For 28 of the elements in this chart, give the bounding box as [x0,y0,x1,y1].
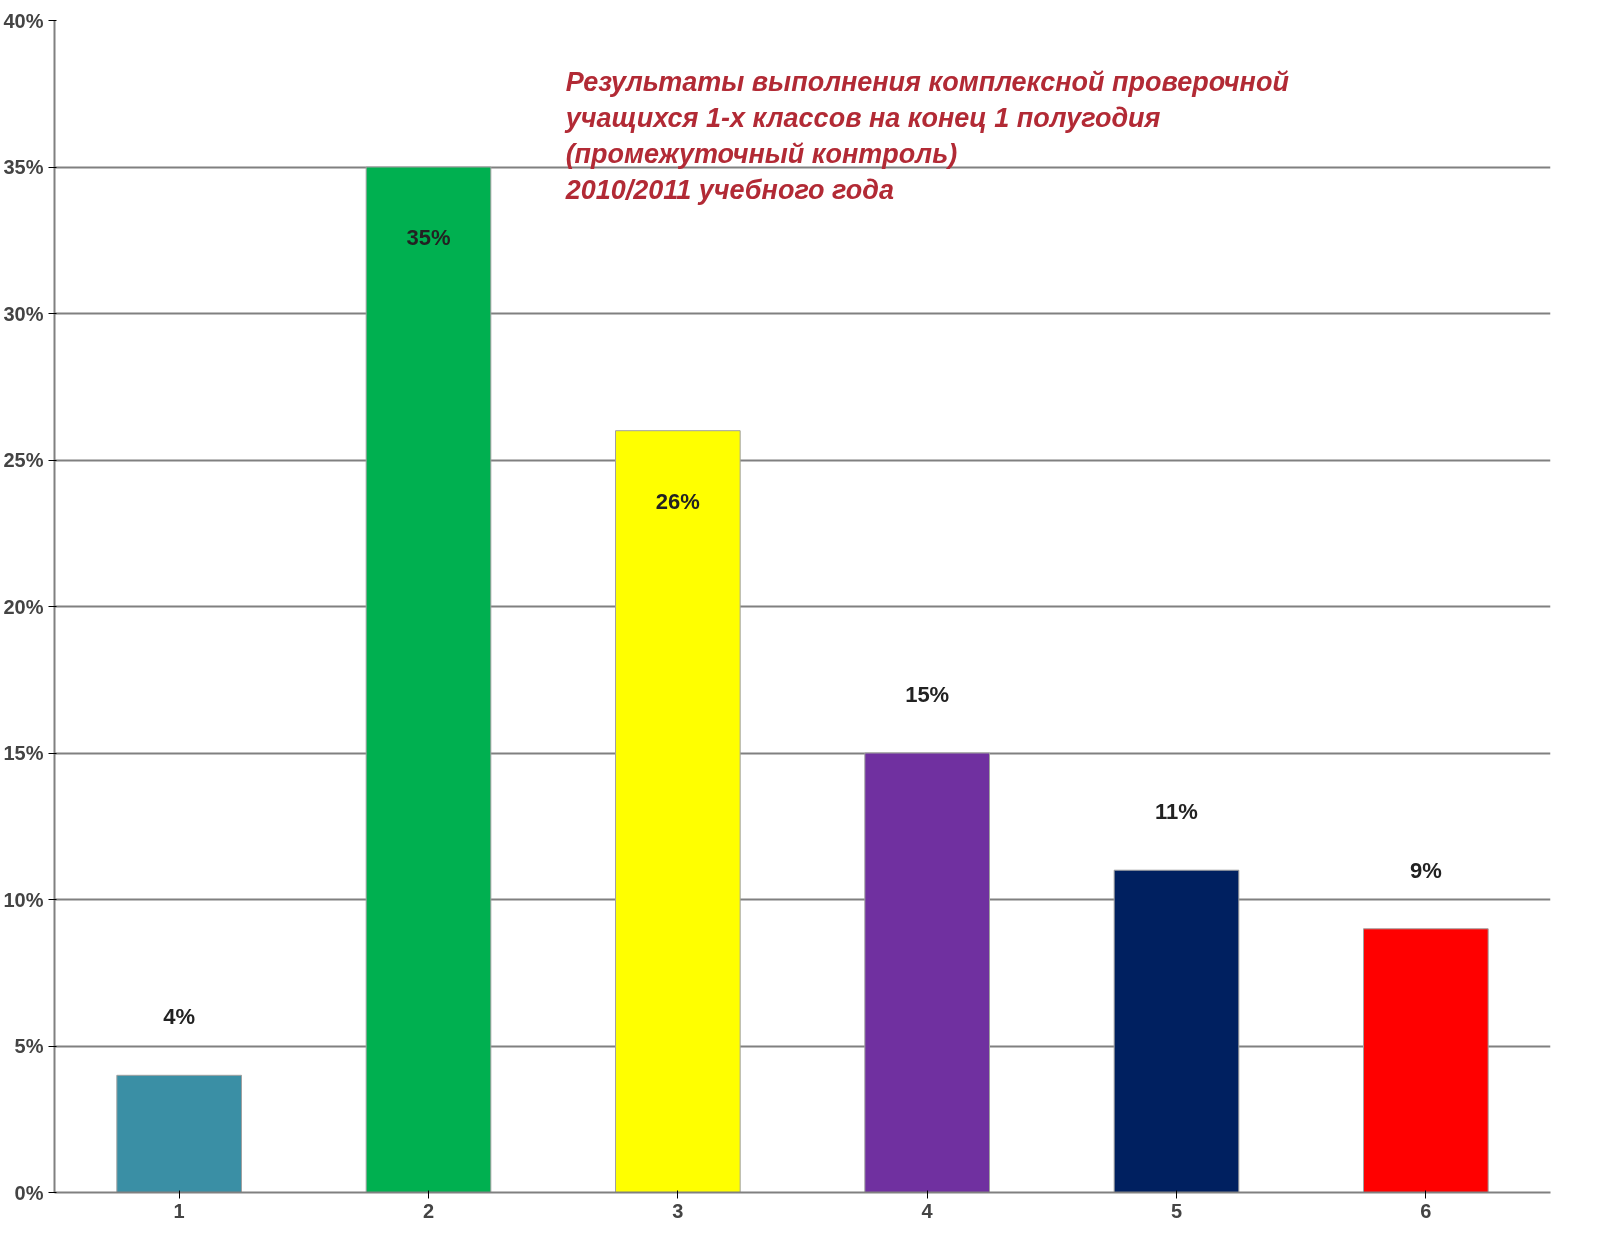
data-label: 9% [1409,857,1442,883]
x-tick-label: 6 [1420,1199,1432,1222]
y-tick-label: 40% [3,9,44,32]
x-tick-label: 4 [921,1199,934,1222]
data-label: 15% [905,681,950,707]
y-tick-label: 35% [3,156,44,178]
bar [1113,869,1240,1193]
x-tick-label: 2 [422,1199,435,1222]
x-tick-label: 1 [173,1199,185,1222]
bar [1363,928,1489,1193]
text: Результаты выполнения комплексной проверочной учащихся 1-х классов на конец 1 полугодия (промежуточный контроль) 2010/2011 учебного года [563,67,1290,206]
x-tick-label: 5 [1170,1199,1183,1222]
data-label: 35% [406,224,451,250]
data-label: 11% [1155,799,1198,825]
data-label: 4% [163,1004,196,1030]
y-tick-label: 25% [3,449,44,471]
y-tick-label: 15% [3,742,44,764]
y-tick-label: 20% [3,595,44,618]
bar [365,166,492,1193]
bar [864,752,990,1193]
y-tick-label: 0% [14,1181,44,1204]
data-label: 26% [655,488,700,514]
bar [615,430,741,1193]
y-tick-label: 30% [3,302,44,325]
y-tick-label: 5% [14,1035,44,1057]
bar [116,1074,242,1193]
y-tick-label: 10% [3,888,44,911]
x-tick-label: 3 [672,1199,684,1222]
